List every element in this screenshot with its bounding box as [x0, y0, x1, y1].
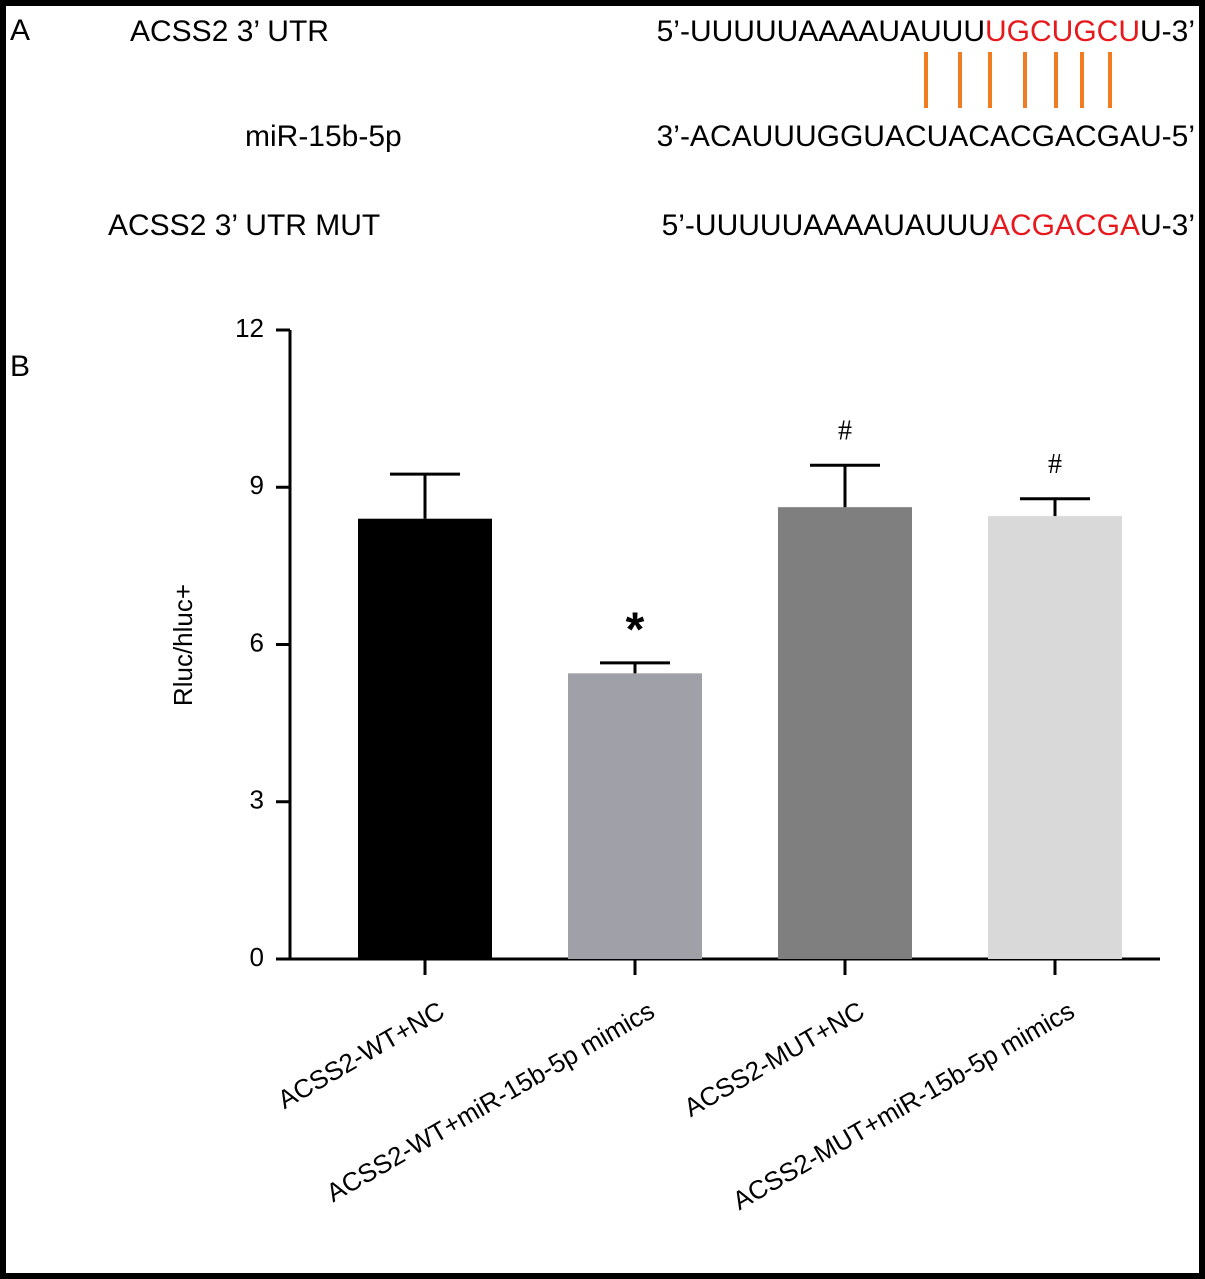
- bar: [358, 518, 492, 959]
- seed-region: UGCUGCU: [985, 15, 1140, 48]
- sequence-part: 5’-UUUUUAAAAUAUUU: [662, 209, 990, 242]
- significance-marker: #: [838, 416, 852, 447]
- sequence-name: miR-15b-5p: [245, 120, 402, 153]
- y-tick-label: 6: [250, 627, 264, 657]
- figure-canvas: A ACSS2 3’ UTR 5’-UUUUUAAAAUAUUUUGCUGCUU…: [10, 14, 1195, 1216]
- x-tick-label: ACSS2-WT+NC: [272, 995, 449, 1115]
- sequence: 5’-UUUUUAAAAUAUUUUGCUGCUU-3’: [657, 15, 1195, 48]
- sequence: 3’-ACAUUUGGUACUACACGACGAU-5’: [657, 120, 1195, 153]
- sequence-part: U-3’: [1140, 15, 1195, 48]
- x-tick-label: ACSS2-WT+miR-15b-5p mimics: [321, 995, 659, 1208]
- significance-marker: *: [626, 604, 645, 657]
- x-tick-label: ACSS2-MUT+NC: [679, 995, 870, 1122]
- y-tick-label: 3: [250, 785, 264, 815]
- y-tick-label: 9: [250, 470, 264, 500]
- bar: [778, 507, 912, 959]
- sequence-name: ACSS2 3’ UTR MUT: [108, 209, 380, 242]
- y-tick-label: 0: [250, 942, 264, 972]
- sequence-part: U-3’: [1140, 209, 1195, 242]
- panel-label: A: [10, 14, 30, 47]
- y-tick-label: 12: [235, 313, 264, 343]
- base-pairs: [924, 52, 1112, 108]
- mutated-region: ACGACGA: [990, 209, 1140, 242]
- panel-label: B: [10, 350, 30, 383]
- x-tick-label: ACSS2-MUT+miR-15b-5p mimics: [727, 995, 1079, 1216]
- bar: [568, 673, 702, 959]
- significance-marker: #: [1048, 449, 1062, 480]
- bar: [988, 516, 1122, 959]
- sequence-part: 5’-UUUUUAAAAUAUUU: [657, 15, 985, 48]
- y-axis-title: Rluc/hluc+: [168, 584, 198, 706]
- sequence: 5’-UUUUUAAAAUAUUUACGACGAU-3’: [662, 209, 1195, 242]
- sequence-name: ACSS2 3’ UTR: [130, 15, 329, 48]
